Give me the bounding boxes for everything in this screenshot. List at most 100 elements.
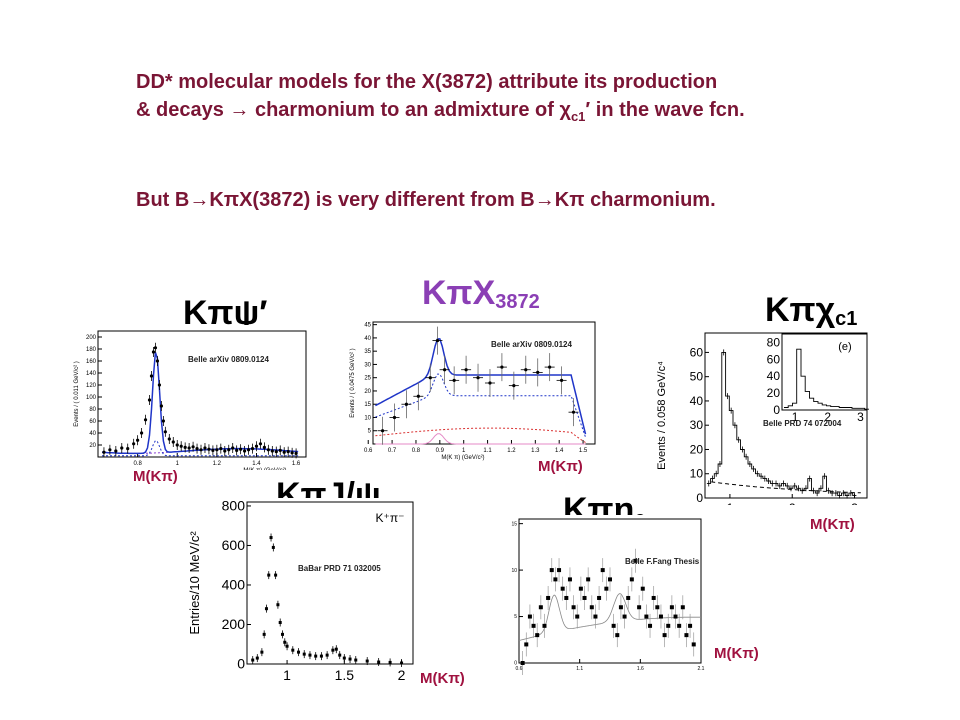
data-point bbox=[531, 623, 536, 628]
data-point bbox=[388, 660, 392, 664]
data-point bbox=[179, 444, 183, 448]
data-point bbox=[314, 654, 318, 658]
x-tick-label: 1.5 bbox=[579, 448, 588, 454]
data-point bbox=[291, 648, 295, 652]
data-point bbox=[251, 658, 255, 662]
x-tick-label: 1.3 bbox=[531, 448, 540, 454]
data-point bbox=[542, 623, 547, 628]
arrow-icon: → bbox=[229, 99, 250, 121]
data-point bbox=[658, 614, 663, 619]
x-axis-label: M(K π) (GeV/c²) bbox=[243, 468, 286, 470]
y-tick-label: 40 bbox=[364, 336, 371, 342]
data-point bbox=[549, 568, 554, 573]
data-point bbox=[615, 633, 620, 638]
inset-frame bbox=[781, 333, 868, 411]
histogram-step bbox=[706, 351, 857, 497]
data-point bbox=[215, 448, 219, 452]
data-point bbox=[149, 374, 154, 378]
ref-kpsi: Belle arXiv 0809.0124 bbox=[188, 355, 269, 364]
data-point bbox=[365, 659, 369, 663]
data-point bbox=[126, 447, 130, 451]
data-point bbox=[271, 545, 275, 549]
plot-frame bbox=[246, 501, 414, 665]
inset-y-tick-label: 80 bbox=[767, 335, 781, 349]
y-tick-label: 5 bbox=[514, 614, 517, 620]
y-tick-label: 0 bbox=[514, 661, 517, 667]
data-point bbox=[139, 431, 144, 435]
data-point bbox=[294, 451, 298, 455]
data-point bbox=[608, 577, 612, 582]
data-point bbox=[338, 653, 342, 657]
data-point bbox=[278, 621, 282, 625]
chart-kx3872: 5 10 15 20 25 30 35 40 45 0.6 0.7 0.8 0.9 1 1.1 1.2 1.3 1… bbox=[345, 316, 600, 462]
data-point bbox=[250, 447, 255, 451]
y-tick-label: 400 bbox=[222, 577, 246, 593]
chart-kjpsi: 0 200 400 600 800 1 1.5 2 Entries/10 MeV/c² K⁺π⁻ … bbox=[185, 498, 420, 680]
data-point bbox=[611, 623, 616, 628]
data-point bbox=[548, 365, 552, 369]
x-tick-label: 0.9 bbox=[436, 448, 445, 454]
data-point bbox=[637, 605, 642, 610]
y-tick-label: 200 bbox=[86, 335, 97, 341]
plot-frame bbox=[97, 330, 307, 458]
fit-curve bbox=[101, 352, 299, 455]
x-tick-label: 1.1 bbox=[576, 666, 583, 672]
data-point bbox=[136, 438, 140, 442]
data-point bbox=[648, 623, 653, 628]
data-point bbox=[147, 398, 152, 402]
y-tick-label: 40 bbox=[89, 431, 96, 437]
signal-curve bbox=[102, 440, 299, 457]
data-point bbox=[191, 445, 195, 449]
data-point bbox=[159, 404, 163, 408]
arrow-icon: → bbox=[189, 189, 210, 211]
data-point bbox=[527, 614, 532, 619]
y-tick-label: 35 bbox=[364, 349, 371, 355]
y-tick-label: 160 bbox=[86, 359, 97, 365]
data-point bbox=[231, 446, 235, 450]
data-point bbox=[435, 338, 440, 343]
data-point bbox=[270, 449, 274, 453]
data-point bbox=[452, 378, 456, 382]
inset-histogram bbox=[784, 348, 869, 410]
x-tick-label: 0.7 bbox=[388, 448, 397, 454]
data-point bbox=[266, 448, 270, 452]
data-point bbox=[242, 449, 247, 453]
arrow-icon: → bbox=[534, 189, 555, 211]
data-point bbox=[578, 586, 583, 591]
x-tick-label: 2.1 bbox=[698, 666, 705, 672]
data-point bbox=[564, 595, 569, 600]
data-point bbox=[535, 633, 540, 638]
inset-y-tick-label: 40 bbox=[767, 369, 781, 383]
y-tick-label: 140 bbox=[86, 371, 97, 377]
data-point bbox=[684, 633, 689, 638]
x-tick-label: 1.6 bbox=[637, 666, 644, 672]
data-point bbox=[102, 450, 106, 454]
data-point bbox=[416, 394, 420, 398]
axis-note-kx: M(Kπ) bbox=[538, 458, 583, 475]
x-tick-label: 0.6 bbox=[364, 448, 373, 454]
data-point bbox=[600, 568, 605, 573]
data-point bbox=[331, 648, 335, 652]
data-point bbox=[199, 448, 203, 452]
plot-frame bbox=[518, 518, 702, 664]
y-tick-label: 120 bbox=[86, 383, 97, 389]
data-point bbox=[688, 623, 693, 628]
data-point bbox=[175, 443, 179, 447]
data-point bbox=[560, 586, 565, 591]
headline-line-3: But B→KπX(3872) is very different from B… bbox=[136, 189, 716, 211]
data-point bbox=[260, 650, 264, 654]
y-tick-label: 0 bbox=[237, 656, 245, 672]
y-tick-label: 15 bbox=[364, 402, 371, 408]
x-tick-label: 3 bbox=[851, 501, 858, 505]
data-point bbox=[536, 370, 540, 374]
inset-x-tick-label: 1 bbox=[792, 410, 799, 424]
x-tick-label: 1.5 bbox=[335, 667, 355, 680]
data-point bbox=[673, 614, 678, 619]
data-point bbox=[235, 448, 239, 452]
data-point bbox=[593, 614, 598, 619]
data-point bbox=[567, 577, 572, 582]
y-tick-label: 180 bbox=[86, 347, 97, 353]
data-point bbox=[120, 446, 124, 450]
data-point bbox=[161, 419, 165, 423]
y-tick-label: 5 bbox=[368, 429, 372, 435]
